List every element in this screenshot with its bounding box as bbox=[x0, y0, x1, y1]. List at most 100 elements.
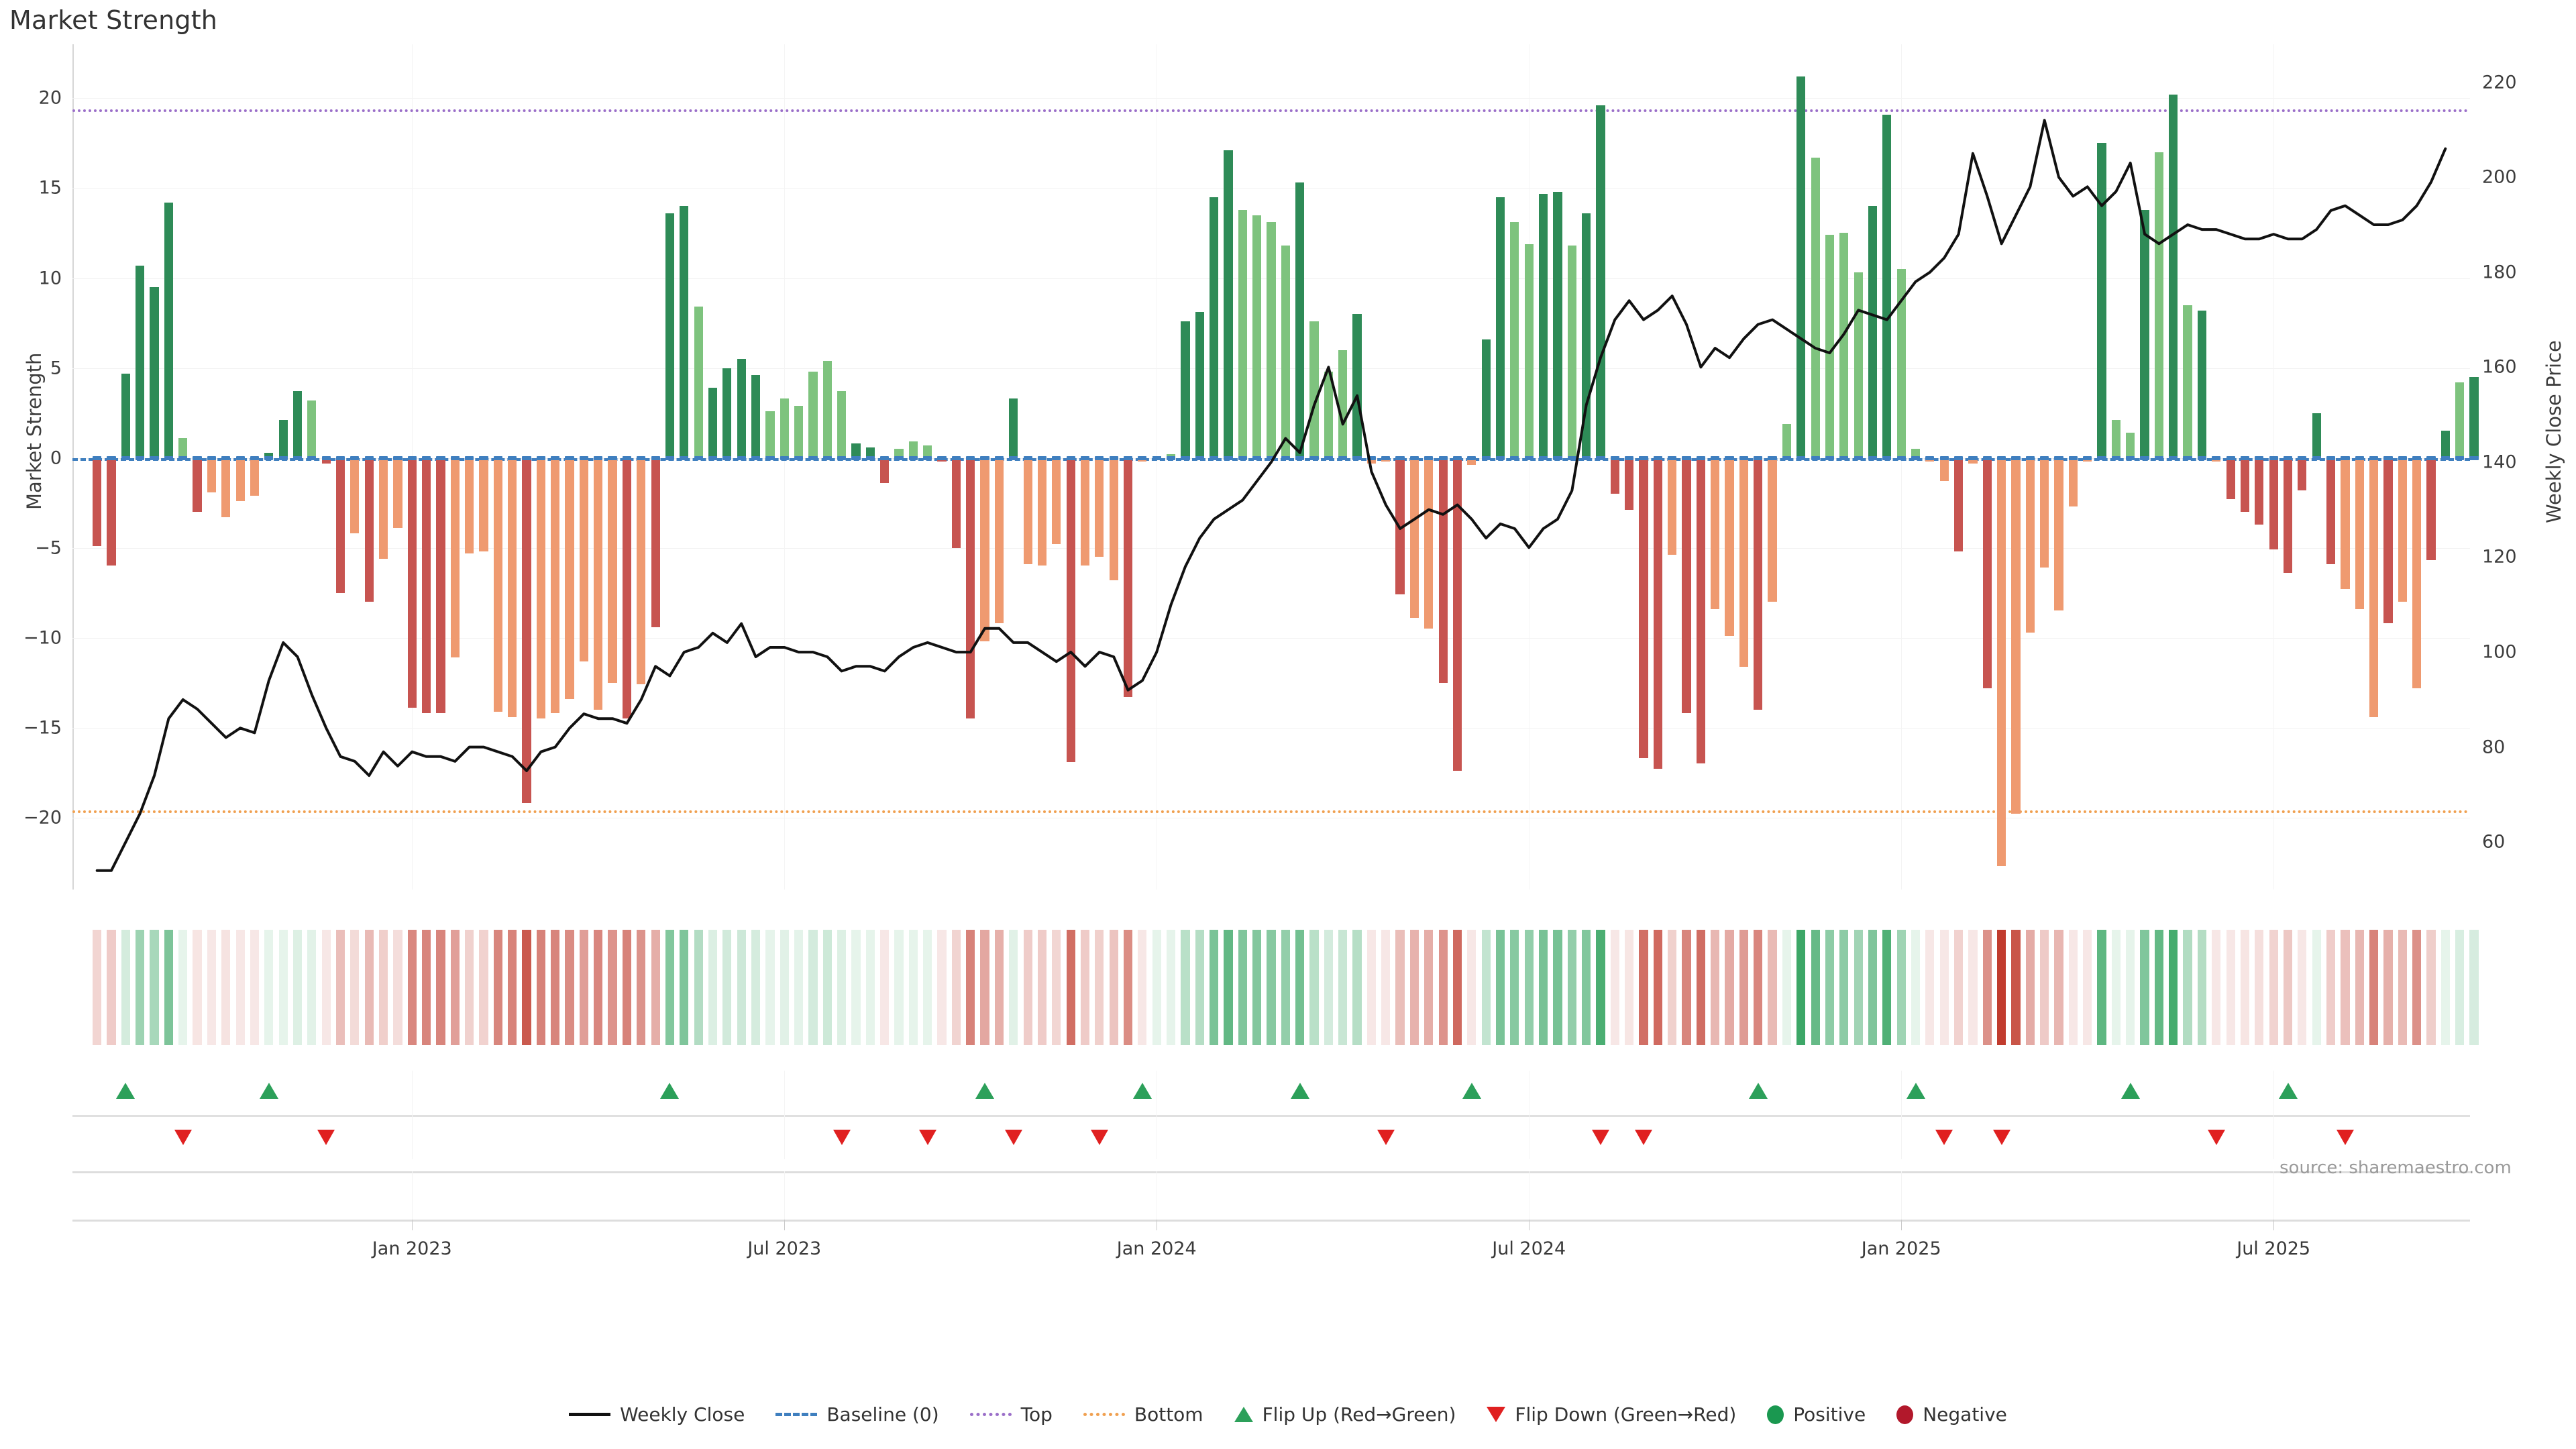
strength-bar[interactable] bbox=[1625, 458, 1634, 511]
heat-band[interactable] bbox=[2169, 930, 2178, 1045]
heat-band[interactable] bbox=[2312, 930, 2321, 1045]
strength-bar[interactable] bbox=[2426, 458, 2436, 561]
strength-bar[interactable] bbox=[378, 458, 388, 559]
strength-bar[interactable] bbox=[722, 368, 732, 458]
heat-band[interactable] bbox=[2383, 930, 2393, 1045]
strength-bar[interactable] bbox=[2183, 305, 2192, 458]
legend-item-top[interactable]: Top bbox=[969, 1403, 1053, 1426]
strength-bar[interactable] bbox=[579, 458, 589, 661]
heat-band[interactable] bbox=[378, 930, 388, 1045]
heat-band[interactable] bbox=[121, 930, 130, 1045]
heat-band[interactable] bbox=[364, 930, 374, 1045]
heat-band[interactable] bbox=[1309, 930, 1319, 1045]
strength-bar[interactable] bbox=[1481, 339, 1491, 458]
heat-band[interactable] bbox=[1210, 930, 1219, 1045]
strength-bar[interactable] bbox=[1825, 235, 1835, 458]
heat-band[interactable] bbox=[2097, 930, 2106, 1045]
heat-band[interactable] bbox=[808, 930, 818, 1045]
strength-bar[interactable] bbox=[822, 360, 832, 458]
strength-bar[interactable] bbox=[292, 391, 303, 458]
heat-band[interactable] bbox=[292, 930, 303, 1045]
heat-band[interactable] bbox=[1811, 930, 1820, 1045]
legend-item-weekly-close[interactable]: Weekly Close bbox=[569, 1403, 745, 1426]
strength-bar[interactable] bbox=[1739, 458, 1748, 667]
heat-band[interactable] bbox=[1524, 930, 1534, 1045]
heat-band[interactable] bbox=[1281, 930, 1290, 1045]
strength-bar[interactable] bbox=[880, 458, 890, 484]
strength-bar[interactable] bbox=[751, 375, 761, 458]
heat-band[interactable] bbox=[1782, 930, 1792, 1045]
heat-band[interactable] bbox=[2154, 930, 2164, 1045]
strength-bar[interactable] bbox=[2097, 143, 2106, 458]
heat-band[interactable] bbox=[1409, 930, 1419, 1045]
heat-band[interactable] bbox=[221, 930, 231, 1045]
strength-bar[interactable] bbox=[1037, 458, 1047, 566]
strength-bar[interactable] bbox=[2154, 152, 2164, 458]
strength-bar[interactable] bbox=[2355, 458, 2364, 609]
heat-band[interactable] bbox=[2140, 930, 2149, 1045]
heat-band[interactable] bbox=[1352, 930, 1362, 1045]
strength-bar[interactable] bbox=[479, 458, 488, 551]
strength-bar[interactable] bbox=[2469, 376, 2479, 458]
heat-band[interactable] bbox=[1982, 930, 1992, 1045]
heat-band[interactable] bbox=[1754, 930, 1763, 1045]
strength-bar[interactable] bbox=[1123, 458, 1133, 698]
heat-band[interactable] bbox=[235, 930, 245, 1045]
strength-bar[interactable] bbox=[651, 458, 660, 627]
heat-band[interactable] bbox=[551, 930, 560, 1045]
heat-band[interactable] bbox=[2255, 930, 2264, 1045]
strength-bar[interactable] bbox=[2126, 433, 2135, 458]
strength-bar[interactable] bbox=[2269, 458, 2278, 550]
strength-bar[interactable] bbox=[93, 458, 102, 546]
strength-bar[interactable] bbox=[1052, 458, 1061, 545]
strength-bar[interactable] bbox=[1009, 398, 1018, 458]
strength-bar[interactable] bbox=[1252, 215, 1262, 458]
strength-bar[interactable] bbox=[1066, 458, 1075, 762]
heat-band[interactable] bbox=[1711, 930, 1720, 1045]
strength-bar[interactable] bbox=[1610, 458, 1619, 494]
strength-bar[interactable] bbox=[1510, 222, 1519, 458]
flip-up-marker[interactable] bbox=[1906, 1083, 1925, 1099]
heat-band[interactable] bbox=[1610, 930, 1619, 1045]
strength-bar[interactable] bbox=[2169, 95, 2178, 458]
strength-bar[interactable] bbox=[2326, 458, 2336, 564]
heat-band[interactable] bbox=[751, 930, 761, 1045]
heat-band[interactable] bbox=[1510, 930, 1519, 1045]
strength-bar[interactable] bbox=[508, 458, 517, 717]
heat-band[interactable] bbox=[565, 930, 574, 1045]
heat-band[interactable] bbox=[594, 930, 603, 1045]
strength-bar[interactable] bbox=[2025, 458, 2035, 633]
strength-bar[interactable] bbox=[1095, 458, 1104, 557]
strength-bar[interactable] bbox=[150, 286, 159, 458]
heat-band[interactable] bbox=[2369, 930, 2379, 1045]
strength-bar[interactable] bbox=[335, 458, 345, 593]
strength-bar[interactable] bbox=[2197, 310, 2207, 458]
heat-band[interactable] bbox=[1023, 930, 1032, 1045]
heat-band[interactable] bbox=[1625, 930, 1634, 1045]
heat-band[interactable] bbox=[1553, 930, 1562, 1045]
strength-bar[interactable] bbox=[536, 458, 545, 719]
heat-band[interactable] bbox=[1768, 930, 1777, 1045]
heat-band[interactable] bbox=[1653, 930, 1662, 1045]
heat-band[interactable] bbox=[1567, 930, 1576, 1045]
heat-band[interactable] bbox=[694, 930, 703, 1045]
flip-down-marker[interactable] bbox=[317, 1130, 335, 1145]
strength-bar[interactable] bbox=[2011, 458, 2021, 814]
heat-band[interactable] bbox=[1953, 930, 1964, 1045]
strength-bar[interactable] bbox=[1811, 157, 1820, 458]
strength-bar[interactable] bbox=[2226, 458, 2235, 500]
heat-band[interactable] bbox=[1267, 930, 1276, 1045]
strength-bar[interactable] bbox=[1409, 458, 1419, 619]
heat-band[interactable] bbox=[1725, 930, 1734, 1045]
heat-band[interactable] bbox=[393, 930, 402, 1045]
flip-down-marker[interactable] bbox=[1992, 1130, 2010, 1145]
heat-band[interactable] bbox=[164, 930, 173, 1045]
legend-item-flip-up-red-green[interactable]: Flip Up (Red→Green) bbox=[1234, 1403, 1456, 1426]
heat-band[interactable] bbox=[951, 930, 961, 1045]
strength-bar[interactable] bbox=[1295, 182, 1305, 458]
strength-bar[interactable] bbox=[121, 373, 130, 458]
strength-bar[interactable] bbox=[2412, 458, 2422, 688]
strength-bar[interactable] bbox=[908, 441, 918, 458]
heat-band[interactable] bbox=[579, 930, 589, 1045]
heat-band[interactable] bbox=[1152, 930, 1161, 1045]
